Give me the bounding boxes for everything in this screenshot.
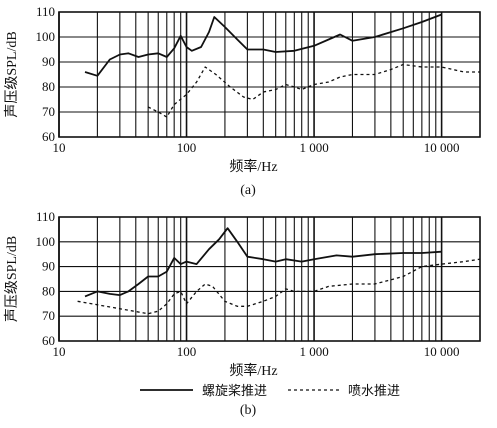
y-tick-label: 100 [36, 29, 56, 44]
x-tick-label: 10 000 [424, 344, 460, 359]
x-axis-label: 频率/Hz [229, 158, 277, 175]
x-axis-label: 频率/Hz [229, 362, 277, 379]
series-line-waterjet [77, 258, 481, 315]
x-tick-label: 10 [53, 140, 66, 155]
caption-b: (b) [240, 403, 257, 418]
x-tick-label: 10 000 [424, 140, 460, 155]
legend-label-propeller: 螺旋桨推进 [202, 383, 267, 398]
chart-panel-a: 60 70 80 90 100 110 10 100 1 000 10 000 声压级SPL/dB 频… [4, 4, 481, 175]
y-tick-label: 60 [42, 129, 55, 144]
caption-a: (a) [240, 183, 256, 198]
y-tick-label: 80 [42, 283, 55, 298]
x-tick-label: 1 000 [299, 344, 328, 359]
chart-panel-b: 60 70 80 90 100 110 10 100 1 000 10 000 声压级SPL/dB 频… [4, 209, 481, 379]
y-tick-label: 80 [42, 79, 55, 94]
y-tick-label: 110 [36, 4, 55, 19]
y-axis-label: 声压级SPL/dB [4, 31, 20, 117]
legend-label-waterjet: 喷水推进 [348, 383, 400, 398]
series-line-propeller [84, 13, 442, 77]
y-tick-label: 60 [42, 333, 55, 348]
x-tick-label: 100 [177, 344, 197, 359]
y-tick-label: 100 [36, 234, 56, 249]
plot-frame [58, 11, 481, 138]
y-tick-label: 90 [42, 259, 55, 274]
grid [58, 216, 481, 342]
y-tick-label: 110 [36, 209, 55, 224]
y-tick-label: 90 [42, 54, 55, 69]
y-tick-label: 70 [42, 104, 55, 119]
x-tick-label: 1 000 [299, 140, 328, 155]
series-line-waterjet [147, 63, 480, 118]
series-line-propeller [84, 227, 442, 298]
x-tick-label: 10 [53, 344, 66, 359]
y-axis-label: 声压级SPL/dB [4, 236, 20, 322]
x-tick-label: 100 [177, 140, 197, 155]
y-tick-label: 70 [42, 308, 55, 323]
legend: 螺旋桨推进 喷水推进 [140, 383, 400, 398]
grid [58, 11, 481, 138]
plot-frame [58, 216, 481, 342]
